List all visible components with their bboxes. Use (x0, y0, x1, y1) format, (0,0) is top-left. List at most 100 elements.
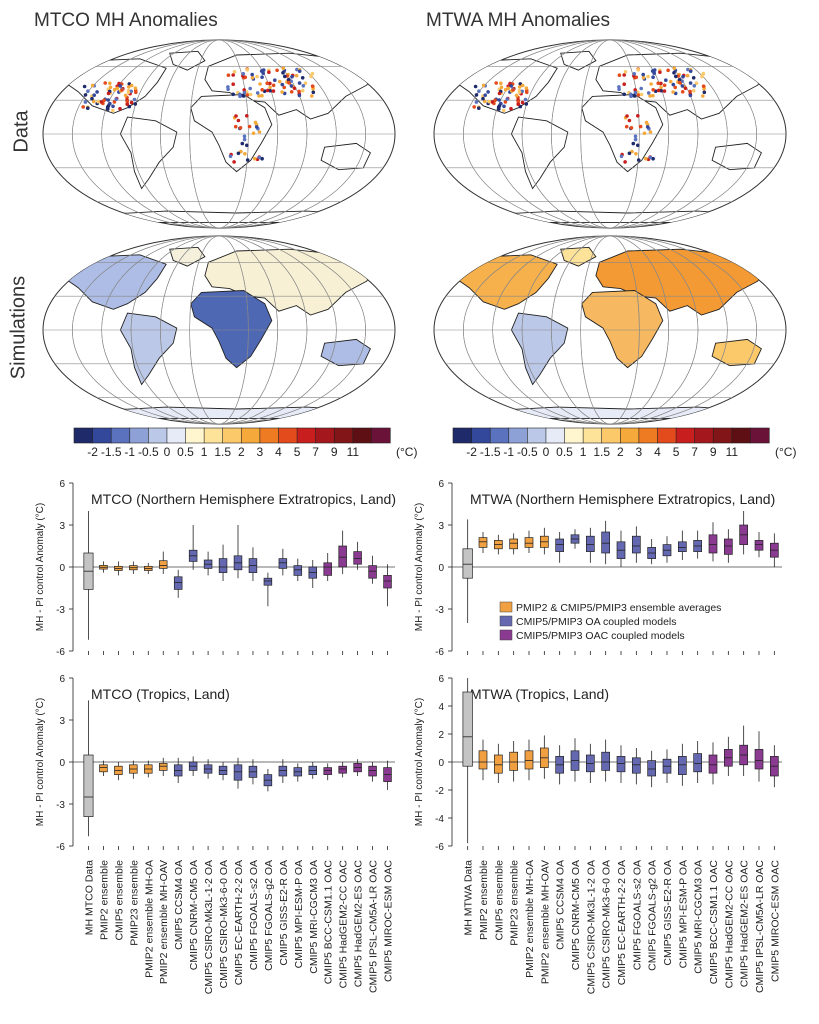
y-axis-label: MH - PI control Anomaly (°C) (414, 503, 425, 631)
colorbar-label: 0 (164, 445, 171, 459)
colorbar-label: -0.5 (517, 445, 538, 459)
box-oac (754, 731, 764, 782)
y-tick-label: 3 (59, 521, 65, 532)
colorbar-swatch (712, 427, 733, 444)
panel-mtco-nh: -6 -3 0 3 6 MH - PI control Anomaly (°C) MTCO … (35, 479, 396, 658)
box-oa (601, 739, 611, 782)
box-oa (308, 560, 317, 588)
colorbar-label: 1.5 (214, 445, 231, 459)
y-tick-label: -3 (56, 800, 65, 811)
colorbar-label: -2 (87, 445, 98, 459)
category-label: PMIP2 ensemble (98, 860, 110, 940)
y-tick-label: -6 (56, 842, 65, 853)
colorbar-swatch (315, 427, 335, 444)
colorbar-label: 7 (312, 445, 319, 459)
box-oa (233, 525, 243, 579)
y-tick-label: -3 (435, 605, 444, 616)
y-tick-label: -6 (56, 647, 65, 658)
y-tick-label: 6 (59, 674, 65, 685)
y-tick-label: -6 (435, 842, 444, 853)
box-oa (601, 520, 611, 565)
colorbar-swatch (527, 427, 547, 444)
category-label: CMIP5 FGOALS-g2 OA (647, 860, 659, 971)
map-mtwa-data (433, 39, 787, 229)
category-label: CMIP5 CSIRO-Mk3-6-0 OA (601, 860, 613, 988)
colorbar-swatch (371, 427, 391, 444)
colorbar-label: 9 (710, 445, 717, 459)
box-oa (203, 759, 213, 779)
category-label: PMIP2 ensemble MH-OAV (539, 860, 551, 984)
colorbar-label: -1.5 (101, 445, 122, 459)
category-label: CMIP5 HadGEM2-ES OAC (353, 860, 365, 988)
category-label: CMIP5 CCSM4 OA (173, 860, 185, 950)
colorbar-swatch (657, 427, 677, 444)
colorbar-swatch (110, 427, 131, 444)
category-label: CMIP5 FGOALS-s2 OA (248, 860, 260, 970)
map-mtco-data (42, 39, 396, 229)
colorbar-swatch (694, 427, 714, 444)
y-tick-label: 6 (438, 674, 444, 685)
panel-mtwa-tropics: -6 -4 -2 0 2 4 6 MH - PI control Anomaly (°C) MT… (414, 674, 782, 853)
box-oa (693, 530, 703, 559)
legend-oa-models-swatch (499, 615, 513, 627)
map-mtco-simulations (42, 235, 396, 425)
y-tick-label: 0 (59, 563, 65, 574)
colorbar-label: -1 (124, 445, 135, 459)
box-oa (555, 745, 565, 785)
box-oa (631, 526, 641, 563)
box-ens (159, 757, 168, 776)
category-label: CMIP5 CSIRO-Mk3L-1-2 OA (203, 860, 215, 994)
colorbar-label: 2 (238, 445, 245, 459)
y-axis-label: MH - PI control Anomaly (°C) (414, 698, 425, 826)
panel-title: MTCO (Northern Hemisphere Extratropics, … (91, 491, 396, 507)
colorbar-label: 7 (691, 445, 698, 459)
colorbar-left: -2 -1.5 -1 -0.5 0 0.5 1 1.5 2 3 4 5 7 9 11 (°C) (73, 427, 417, 459)
colorbar-swatch (452, 427, 473, 444)
box-oa (308, 762, 317, 779)
y-tick-label: 3 (59, 716, 65, 727)
box-ens (493, 534, 503, 555)
category-label: CMIP5 GISS-E2-R OA (278, 860, 290, 966)
box-oa (173, 569, 183, 598)
colorbar-label: -1 (503, 445, 514, 459)
legend-ensemble-averages-swatch (499, 601, 513, 613)
box-oa (585, 527, 595, 563)
box-ens (509, 533, 519, 555)
colorbar-label: -2 (466, 445, 477, 459)
category-label: CMIP5 BCC-CSM1.1 OAC (323, 860, 335, 985)
category-label: CMIP5 MRI-CGCM3 OA (693, 860, 705, 974)
category-label: CMIP5 HadGEM2-CC OAC (723, 860, 735, 989)
box-oa (631, 748, 641, 785)
colorbar-swatch (750, 427, 770, 444)
category-label: CMIP5 MIROC-ESM OAC (383, 860, 395, 982)
colorbar-swatch (92, 427, 112, 444)
category-label: CMIP5 IPSL-CM5A-LR OAC (754, 860, 766, 993)
category-label: PMIP23 ensemble (128, 860, 140, 946)
box-oac (739, 725, 749, 776)
box-oac (323, 763, 332, 781)
colorbar-swatch (73, 427, 94, 444)
colorbar-label: 5 (673, 445, 680, 459)
category-label: CMIP5 MRI-CGCM3 OA (308, 860, 320, 974)
box-oac (323, 553, 332, 581)
box-oac (383, 760, 392, 790)
box-oa (233, 757, 243, 789)
category-label: MH MTCO Data (83, 860, 95, 935)
box-oa (662, 749, 672, 783)
colorbar-swatch (352, 427, 373, 444)
colorbar-right: -2 -1.5 -1 -0.5 0 0.5 1 1.5 2 3 4 5 7 9 11 (°C) (452, 427, 796, 459)
box-oac (708, 742, 718, 785)
colorbar-swatch (240, 427, 261, 444)
box-ens (144, 760, 153, 778)
colorbar-swatch (278, 427, 298, 444)
y-tick-label: 0 (59, 758, 65, 769)
category-label: CMIP5 ensemble (493, 860, 505, 941)
box-oa (293, 558, 303, 581)
category-label: CMIP5 BCC-CSM1.1 OAC (708, 860, 720, 985)
category-label: CMIP5 EC-EARTH-2-2 OA (233, 860, 245, 985)
box-oa (677, 743, 687, 786)
category-label: CMIP5 MIROC-ESM OAC (769, 860, 781, 982)
box-oa (662, 536, 672, 563)
box-oa (647, 750, 657, 788)
